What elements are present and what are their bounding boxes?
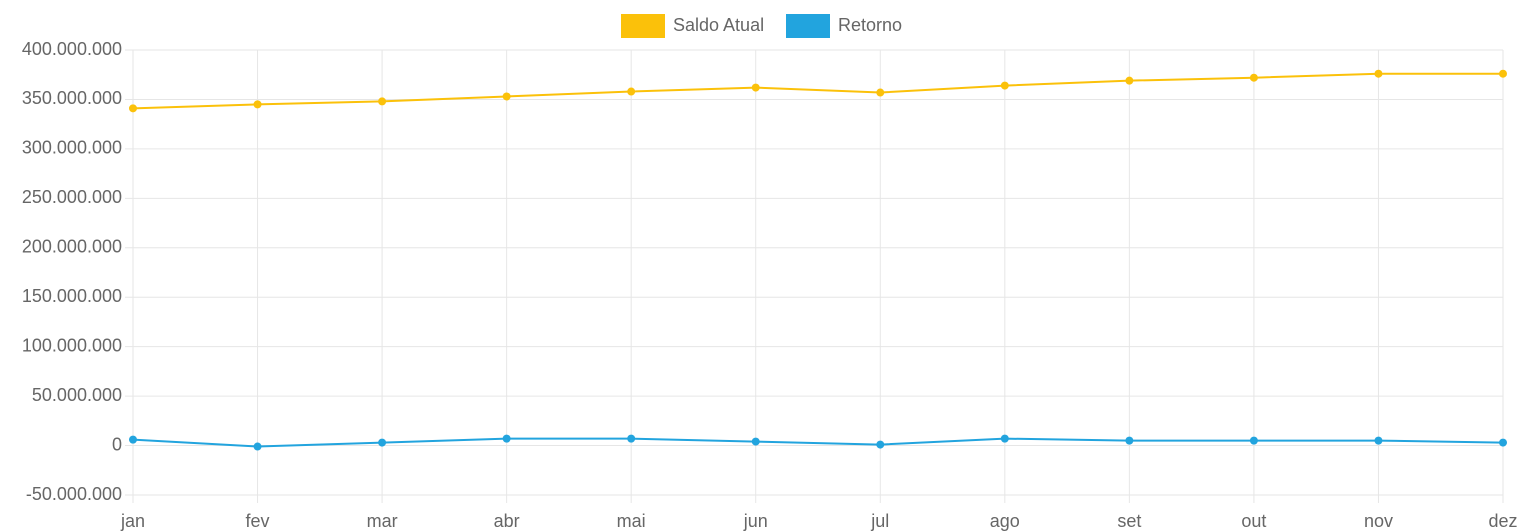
data-point <box>751 437 760 446</box>
x-tick-label: set <box>1117 511 1141 531</box>
data-point <box>129 104 137 113</box>
data-point <box>502 434 511 443</box>
data-point <box>253 442 262 451</box>
x-tick-label: ago <box>990 511 1020 531</box>
y-tick-label: 150.000.000 <box>22 286 122 306</box>
x-tick-label: dez <box>1488 511 1517 531</box>
data-point <box>627 87 636 96</box>
data-point <box>1000 81 1009 90</box>
data-point <box>1499 69 1507 78</box>
y-tick-label: -50.000.000 <box>26 484 122 504</box>
data-point <box>1499 438 1507 447</box>
legend-label: Saldo Atual <box>673 15 764 35</box>
data-point <box>1125 76 1134 85</box>
x-tick-label: mar <box>367 511 398 531</box>
series-line <box>132 437 1504 448</box>
x-tick-label: jul <box>870 511 889 531</box>
data-point <box>627 434 636 443</box>
x-tick-label: nov <box>1364 511 1393 531</box>
data-point <box>253 100 262 109</box>
y-tick-label: 300.000.000 <box>22 138 122 158</box>
y-tick-label: 250.000.000 <box>22 187 122 207</box>
y-tick-label: 200.000.000 <box>22 237 122 257</box>
data-point <box>129 435 137 444</box>
data-point <box>1374 69 1383 78</box>
x-tick-label: jan <box>120 511 145 531</box>
data-point <box>1000 434 1009 443</box>
x-tick-label: abr <box>494 511 520 531</box>
data-point <box>378 97 387 106</box>
data-point <box>1249 73 1258 82</box>
data-point <box>1125 436 1134 445</box>
y-tick-label: 50.000.000 <box>32 385 122 405</box>
y-tick-label: 0 <box>112 434 122 454</box>
y-tick-label: 350.000.000 <box>22 88 122 108</box>
series-line <box>132 72 1503 110</box>
legend-label: Retorno <box>838 15 902 35</box>
x-tick-label: out <box>1241 511 1266 531</box>
data-point <box>378 438 387 447</box>
data-point <box>1249 436 1258 445</box>
data-point <box>751 83 760 92</box>
data-point <box>876 88 885 97</box>
legend-swatch <box>621 14 665 38</box>
data-point <box>502 92 511 101</box>
y-tick-label: 100.000.000 <box>22 335 122 355</box>
x-tick-label: mai <box>617 511 646 531</box>
data-point <box>876 440 885 449</box>
x-tick-label: fev <box>246 511 270 531</box>
data-point <box>1374 436 1383 445</box>
x-tick-label: jun <box>743 511 768 531</box>
legend-swatch <box>786 14 830 38</box>
y-tick-label: 400.000.000 <box>22 39 122 59</box>
